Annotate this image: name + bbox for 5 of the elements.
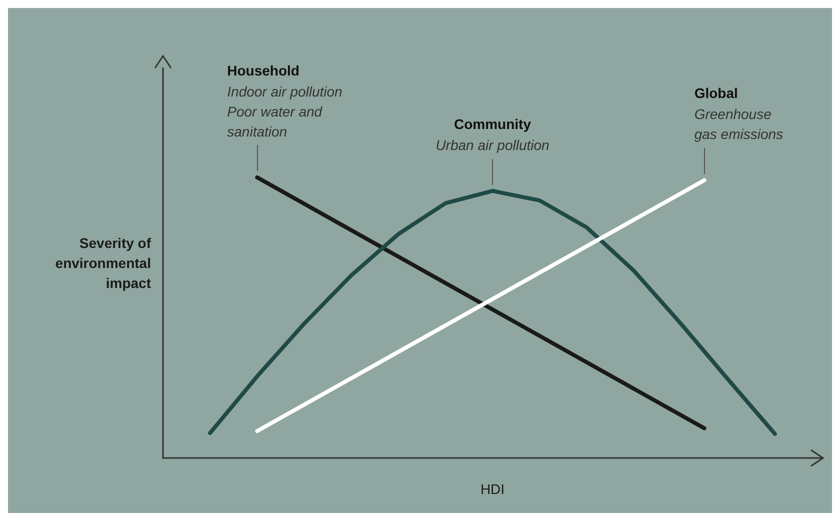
text: Global Greenhouse gas emissions: [694, 85, 784, 142]
text: Household Indoor air pollution Poor water and sanitation: [227, 62, 343, 140]
y-axis-title: Severity of environmental impact: [55, 235, 152, 291]
x-axis-title: HDI: [480, 481, 505, 497]
text: Community Urban air pollution: [436, 116, 550, 153]
